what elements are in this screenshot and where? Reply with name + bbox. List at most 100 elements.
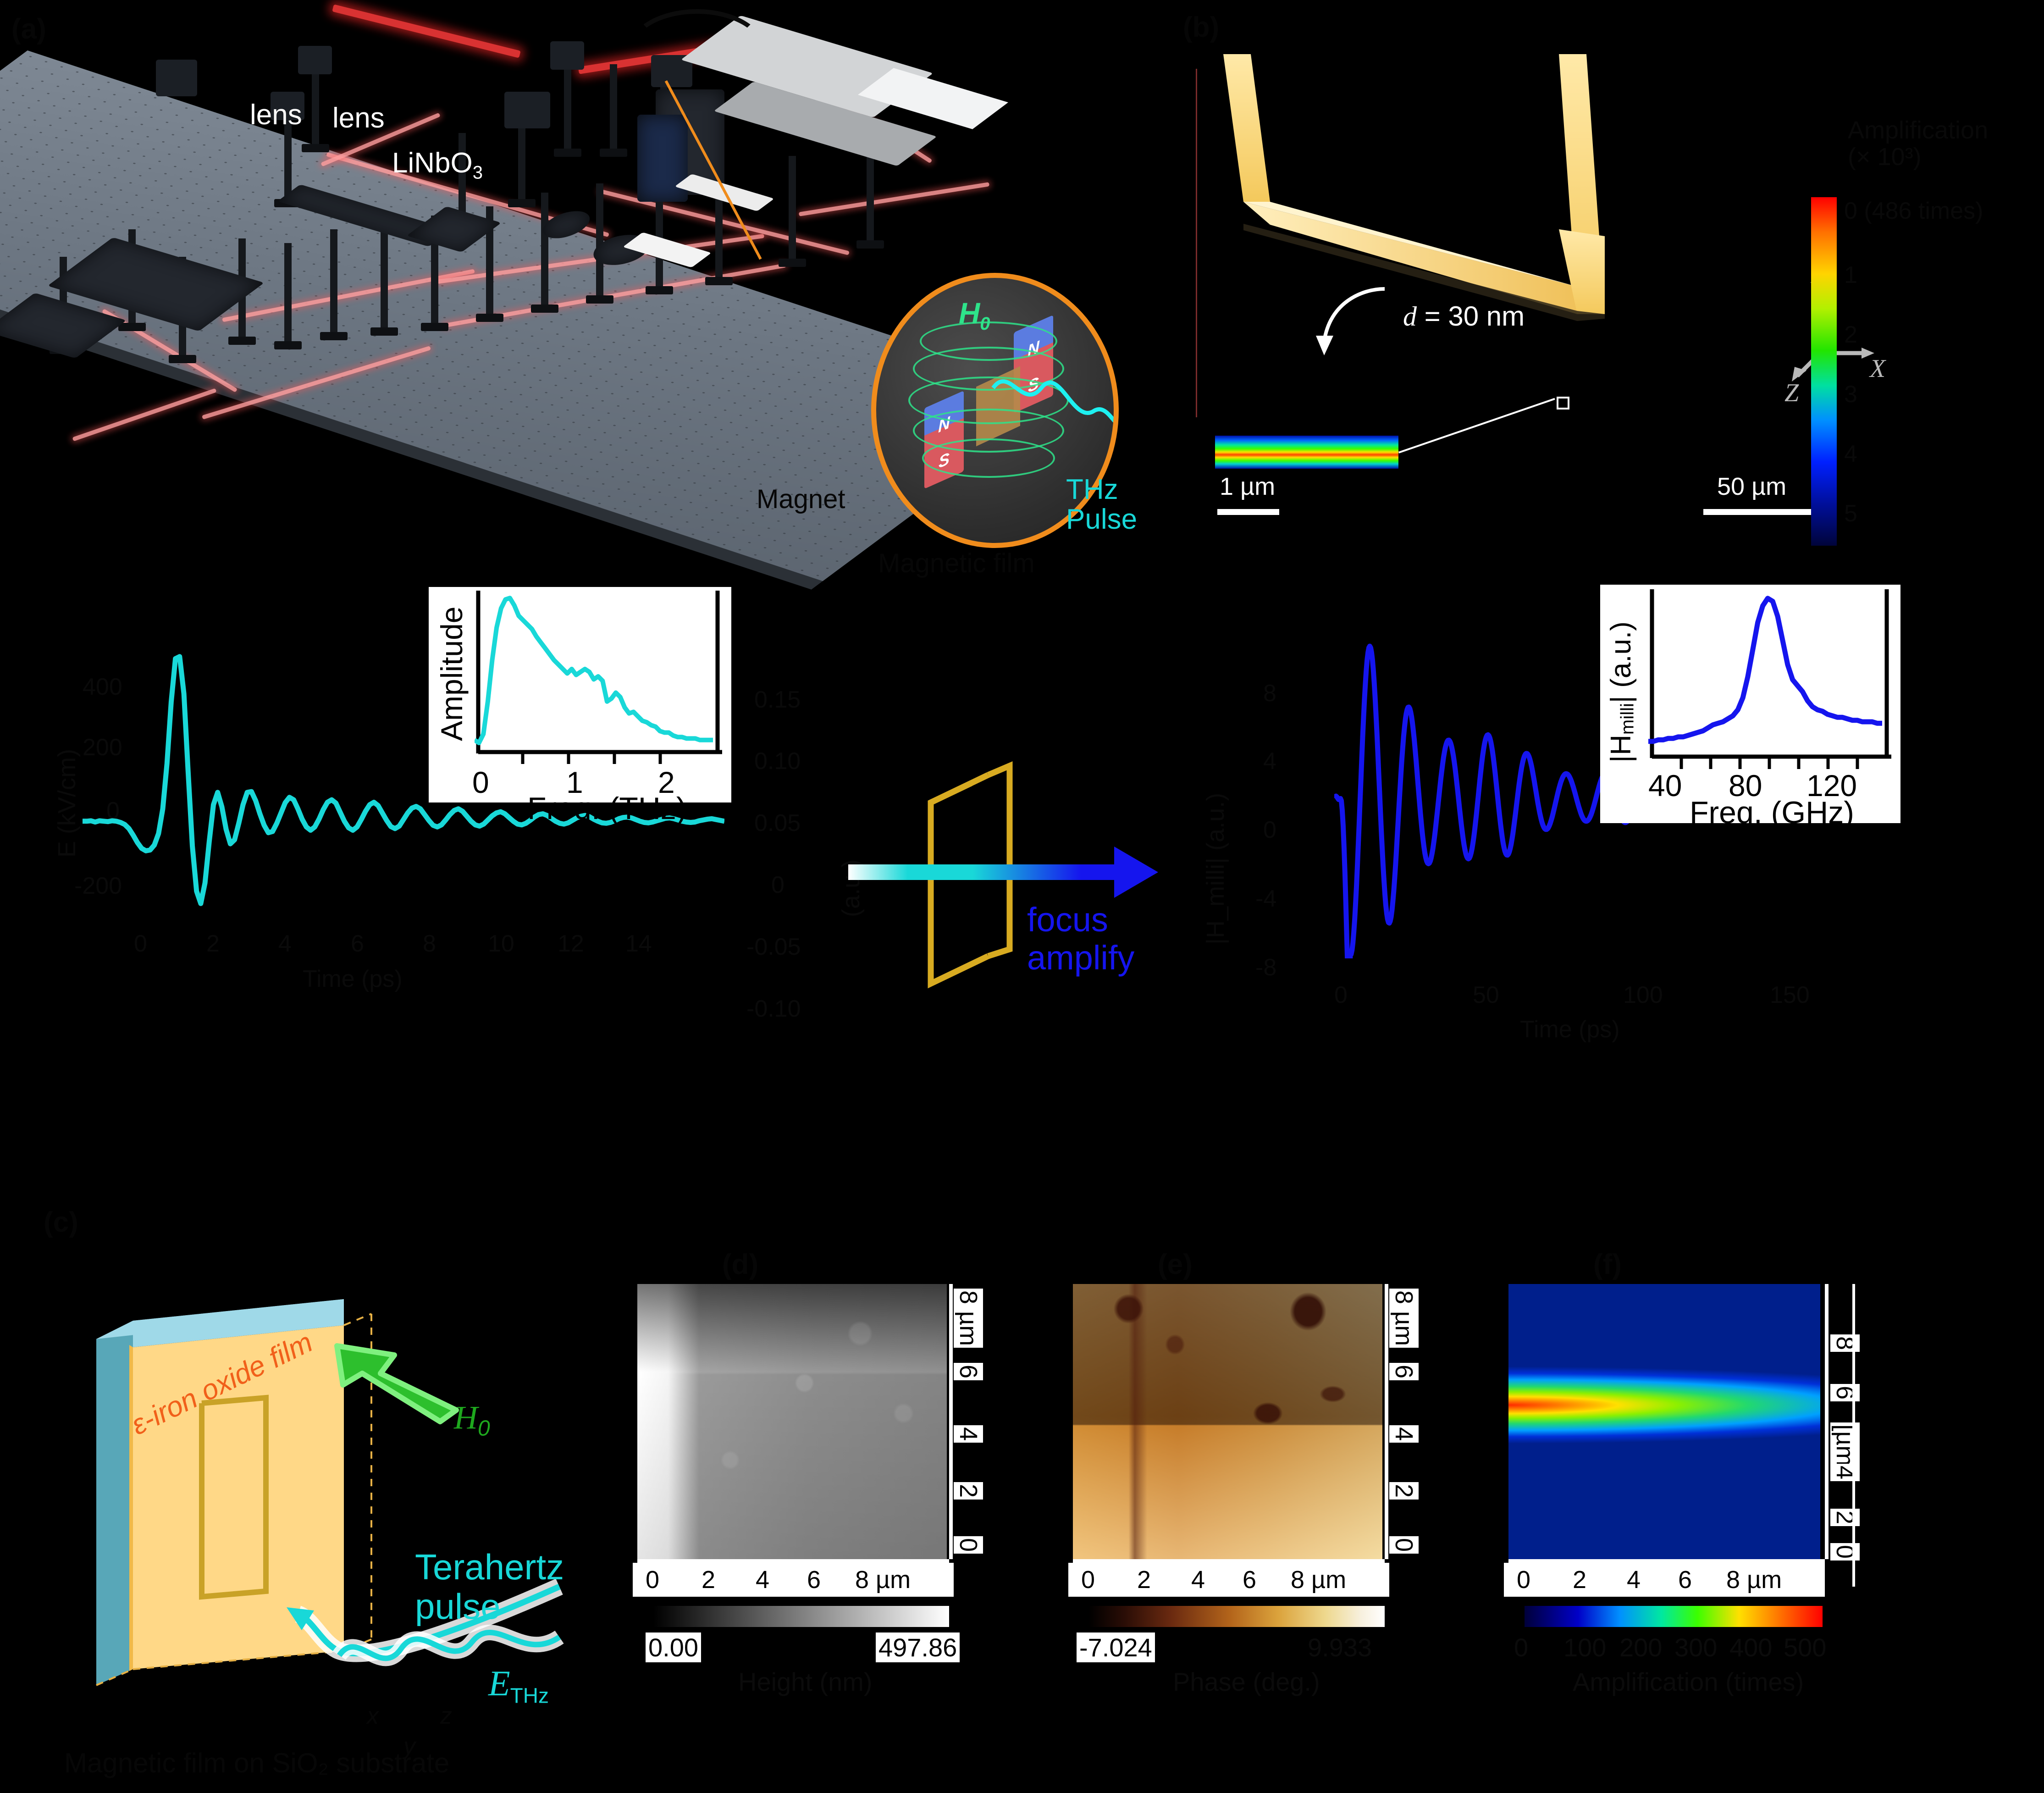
xtick-0: 0 <box>134 930 147 957</box>
afm-phase-xtick-8: 8 µm <box>1291 1566 1347 1594</box>
magnon-inset-y-axis-label: |Hmilli| (a.u.) <box>1605 593 1638 763</box>
label-E-THz-subscript: THz <box>510 1683 549 1708</box>
label-thz-pulse-line1: THz <box>1066 474 1118 505</box>
panel-letter-b: (b) <box>1183 11 1220 43</box>
panel-c-axis-z: z <box>440 1703 452 1729</box>
afm-height-xtick-4: 4 <box>756 1566 770 1594</box>
incident-waveform-curve <box>83 654 724 906</box>
label-H0-symbol: H <box>454 1399 478 1436</box>
focus-label-line1: focus <box>1027 901 1108 939</box>
label-linbo3: LiNbO3 <box>392 147 483 183</box>
colorbar-tick-4: 4 <box>1844 441 1857 467</box>
thz-pulse-icon <box>287 1578 564 1666</box>
antenna-focus-diagram: 0.15 0.10 0.05 0 -0.05 -0.10 (a.u.) focu… <box>743 596 1307 1174</box>
afm-height-colorbar <box>653 1606 949 1627</box>
simulation-cb-caption: Amplification (times) <box>1573 1667 1804 1696</box>
magnon-x-axis-label: Time (ps) <box>1520 1016 1620 1043</box>
afm-phase-ytick-4: 4 <box>1389 1425 1419 1443</box>
label-terahertz-pulse: Terahertz pulse <box>415 1547 564 1627</box>
ytick-right-015: 0.15 <box>754 686 801 713</box>
simulation-xtick-0: 0 <box>1517 1566 1531 1594</box>
afm-phase-x-axis <box>1073 1559 1385 1563</box>
panel-letter-f: (f) <box>1593 1249 1622 1280</box>
afm-phase-cb-max: 9.933 <box>1308 1633 1372 1662</box>
label-H0-subscript: 0 <box>980 313 990 334</box>
panel-c-axis-x: x <box>367 1703 379 1729</box>
panel-letter-a: (a) <box>11 13 46 45</box>
colorbar-title: Amplification (× 10³) <box>1848 117 2040 171</box>
label-E-THz: ETHz <box>488 1662 549 1708</box>
ytick-left-400: 400 <box>83 674 122 700</box>
panel-frame-line <box>1196 69 1197 417</box>
afm-height-cb-caption: Height (nm) <box>738 1667 873 1696</box>
label-lens-1: lens <box>250 99 302 131</box>
afm-height-xtick-6: 6 <box>807 1566 821 1594</box>
thickness-label: d = 30 nm <box>1403 300 1525 332</box>
panel-e-afm-phase: (e) 8 µm 6 4 2 0 0 2 4 6 8 µm -7.024 9.9… <box>1068 1249 1435 1793</box>
simulation-y-axis-outer-frame <box>1852 1284 1855 1587</box>
colorbar-tick-5: 5 <box>1844 500 1857 527</box>
afm-phase-y-axis <box>1385 1284 1388 1559</box>
afm-phase-xtick-2: 2 <box>1137 1566 1151 1594</box>
label-H0: H0 <box>454 1399 490 1441</box>
simulation-image <box>1508 1284 1820 1559</box>
afm-height-ytick-2: 2 <box>954 1482 983 1500</box>
magnon-xtick-100: 100 <box>1623 982 1663 1008</box>
magnon-inset-xtick-120: 120 <box>1806 769 1857 802</box>
optical-post <box>779 156 806 267</box>
magnon-ytick-8: 8 <box>1263 680 1276 707</box>
camera-body <box>637 115 688 202</box>
optical-post <box>600 64 627 157</box>
afm-height-cb-max: 497.86 <box>876 1633 960 1662</box>
magnon-xtick-0: 0 <box>1334 982 1348 1008</box>
panel-d-afm-height: (d) 8 µm 6 4 2 0 0 2 4 6 8 µm 0.00 497.8… <box>633 1249 1000 1793</box>
simulation-x-axis <box>1508 1559 1825 1563</box>
optical-post <box>856 138 884 249</box>
thickness-arrow-icon <box>1316 287 1385 355</box>
simulation-y-axis <box>1825 1284 1829 1559</box>
simulation-cb-tick-500: 500 <box>1784 1633 1827 1662</box>
afm-phase-ytick-2: 2 <box>1389 1482 1419 1500</box>
simulation-colorbar <box>1525 1606 1823 1627</box>
label-magnet: Magnet <box>757 484 845 514</box>
label-lens-2: lens <box>332 102 385 134</box>
afm-height-cb-min: 0.00 <box>646 1633 701 1662</box>
afm-height-xtick-2: 2 <box>702 1566 716 1594</box>
magnon-inset-ylab-post: | (a.u.) <box>1605 621 1637 703</box>
film-slab <box>96 1299 372 1686</box>
optical-post <box>586 183 613 304</box>
simulation-xtick-4: 4 <box>1627 1566 1641 1594</box>
optical-post <box>531 193 558 313</box>
y-axis-label-left: E (kV/cm) <box>53 749 81 858</box>
magnon-spectrum-inset: |Hmilli| (a.u.) 40 80 120 Freq. (GHz) <box>1600 585 1900 830</box>
magnified-region-leader <box>1398 398 1555 454</box>
simulation-cb-tick-0: 0 <box>1514 1633 1529 1662</box>
colorbar-tick-1: 1 <box>1844 262 1857 288</box>
optical-post <box>370 225 398 336</box>
magnon-ytick-0: 0 <box>1263 817 1276 843</box>
focus-amplify-arrow-head <box>1114 847 1158 898</box>
optical-post <box>554 60 581 157</box>
ytick-right-005: 0.05 <box>754 810 801 836</box>
ytick-left-200: 200 <box>83 734 122 761</box>
label-terahertz-pulse-line2: pulse <box>415 1586 501 1627</box>
colorbar-top-label: 0 (486 times) <box>1844 198 1983 224</box>
afm-phase-cb-caption: Phase (deg.) <box>1173 1667 1320 1696</box>
optical-post <box>274 243 302 349</box>
inset-xtick-0: 0 <box>472 765 489 799</box>
colorbar-tick-3: 3 <box>1844 381 1857 408</box>
label-H0-inset: H0 <box>959 296 990 334</box>
afm-phase-colorbar <box>1089 1606 1385 1627</box>
incident-spectrum-curve <box>475 591 722 764</box>
axes-triad: Y X Z <box>1784 277 1889 407</box>
simulation-xtick-2: 2 <box>1573 1566 1587 1594</box>
magnified-region-box <box>1557 397 1569 410</box>
simulation-cb-tick-400: 400 <box>1729 1633 1773 1662</box>
ytick-right-n005: -0.05 <box>746 934 801 960</box>
simulation-ytick-8: 8 <box>1830 1334 1860 1352</box>
magnon-ytick-4: 4 <box>1263 748 1276 775</box>
pump-beam <box>332 4 521 58</box>
magnon-ytick-n4: -4 <box>1255 885 1277 912</box>
magnon-y-axis-label: |H_milli| (a.u.) <box>1201 793 1230 945</box>
x-axis-label: Time (ps) <box>303 966 403 992</box>
